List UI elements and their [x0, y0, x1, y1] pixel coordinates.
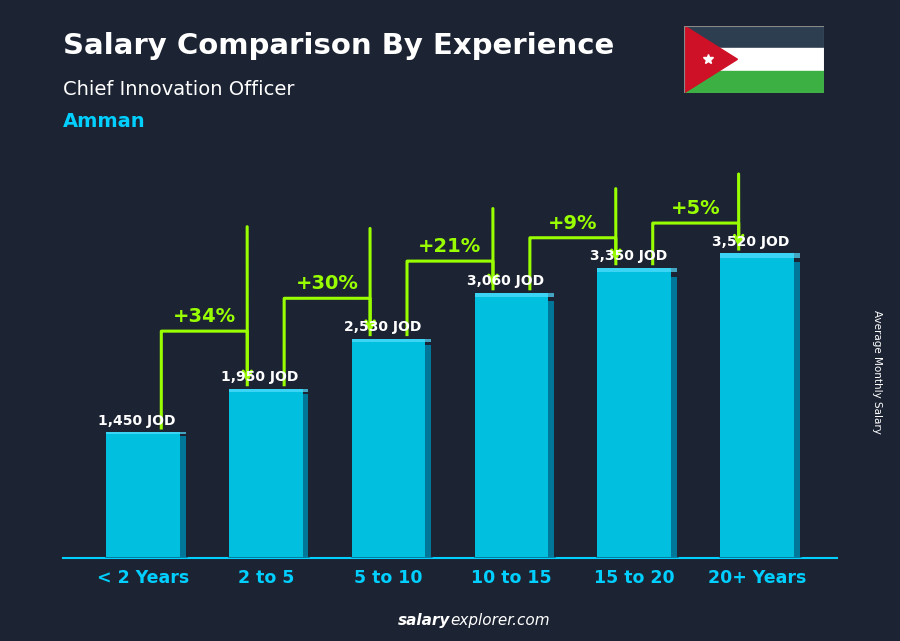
- Text: +34%: +34%: [173, 307, 236, 326]
- Text: 1,950 JOD: 1,950 JOD: [220, 370, 298, 385]
- Text: +30%: +30%: [296, 274, 358, 293]
- Bar: [474, 293, 554, 297]
- Text: 3,520 JOD: 3,520 JOD: [712, 235, 789, 249]
- Text: +21%: +21%: [418, 237, 482, 256]
- FancyBboxPatch shape: [106, 432, 180, 558]
- Bar: [684, 71, 824, 93]
- Bar: [352, 339, 431, 342]
- Text: explorer.com: explorer.com: [450, 613, 550, 628]
- Text: Salary Comparison By Experience: Salary Comparison By Experience: [63, 32, 614, 60]
- Bar: [794, 262, 800, 558]
- Bar: [684, 26, 824, 48]
- Bar: [548, 301, 554, 558]
- Text: +9%: +9%: [548, 213, 598, 233]
- Text: 2,530 JOD: 2,530 JOD: [344, 320, 421, 334]
- Bar: [598, 268, 677, 272]
- Bar: [671, 277, 677, 558]
- Text: Average Monthly Salary: Average Monthly Salary: [872, 310, 883, 434]
- FancyBboxPatch shape: [474, 293, 548, 558]
- FancyBboxPatch shape: [598, 268, 671, 558]
- Bar: [180, 436, 185, 558]
- Bar: [684, 48, 824, 71]
- Text: Amman: Amman: [63, 112, 146, 131]
- FancyBboxPatch shape: [229, 389, 302, 558]
- Text: +5%: +5%: [670, 199, 721, 218]
- Text: 3,350 JOD: 3,350 JOD: [590, 249, 667, 263]
- Polygon shape: [684, 26, 737, 93]
- Text: 1,450 JOD: 1,450 JOD: [98, 413, 176, 428]
- Bar: [720, 253, 800, 258]
- FancyBboxPatch shape: [352, 339, 426, 558]
- Text: 3,060 JOD: 3,060 JOD: [467, 274, 544, 288]
- Text: salary: salary: [398, 613, 450, 628]
- Bar: [229, 389, 309, 392]
- Text: Chief Innovation Officer: Chief Innovation Officer: [63, 80, 294, 99]
- Bar: [426, 345, 431, 558]
- FancyBboxPatch shape: [720, 253, 794, 558]
- Bar: [302, 394, 309, 558]
- Bar: [106, 432, 185, 434]
